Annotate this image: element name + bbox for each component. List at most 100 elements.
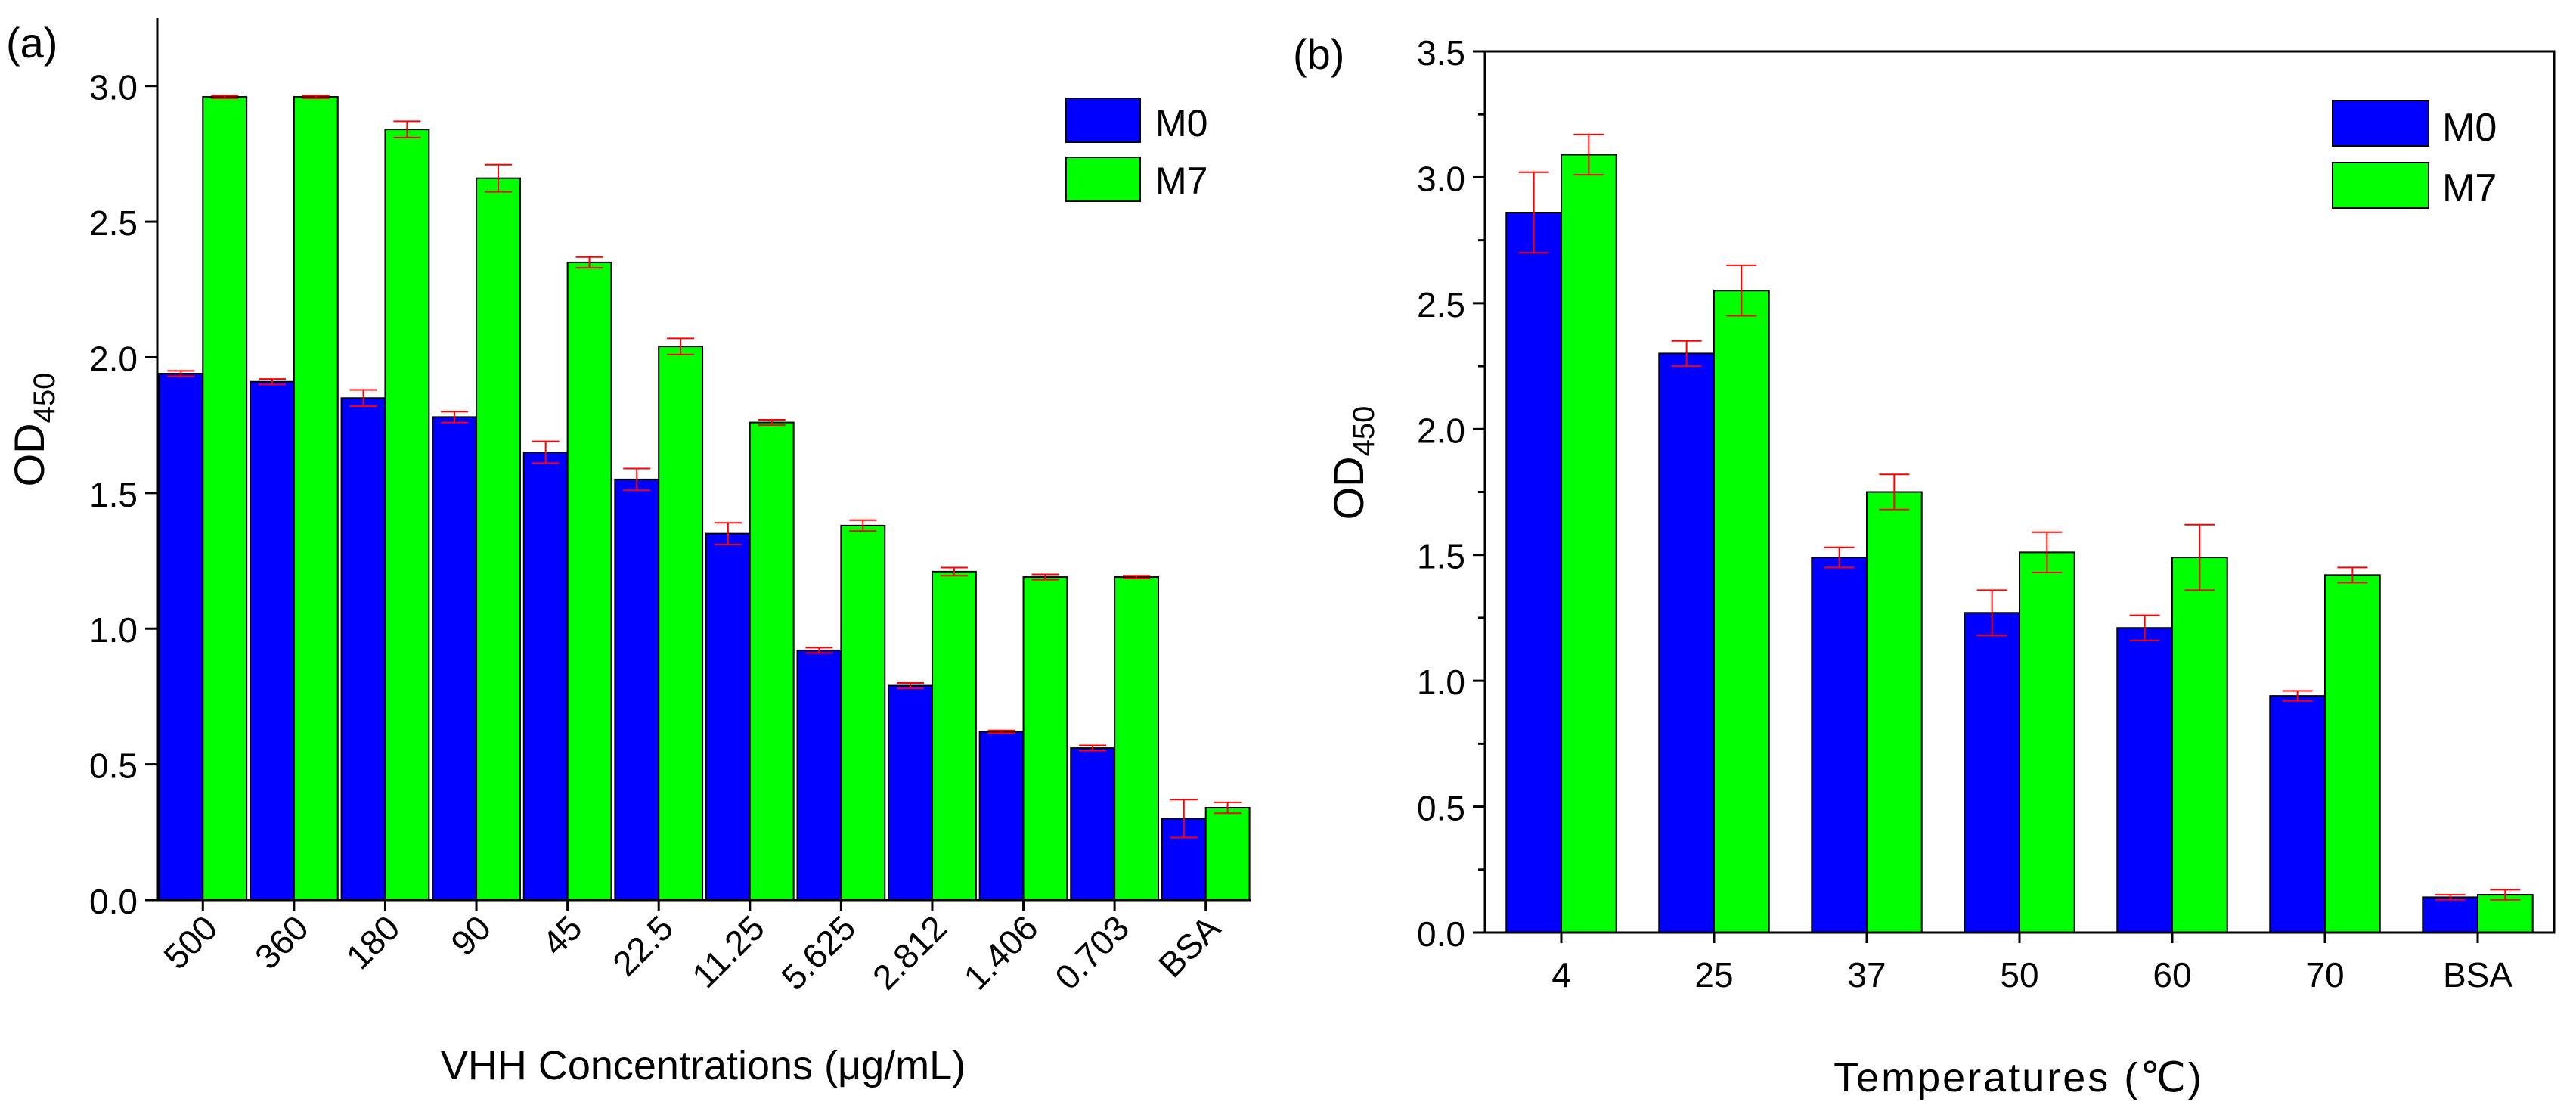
error-bar-m7-1 [302,95,330,99]
x-tick-label-7: 5.625 [773,908,863,997]
panel-a-legend: M0 M7 [1065,98,1207,202]
panel-b-legend-swatch-m7 [2332,162,2429,209]
error-bar-m0-0 [1518,171,1549,254]
error-bar-m0-5 [2282,690,2313,702]
y-tick-label-6: 3.0 [1417,159,1465,198]
panel-a-y-label-main: OD [5,423,53,486]
bar-m7-5 [2324,574,2381,933]
panel-a-legend-label-m0: M0 [1155,102,1207,144]
error-bar-m0-6 [2435,894,2466,901]
y-tick-label-0: 0.0 [1417,914,1465,954]
bar-m7-0 [202,96,248,901]
panel-b-legend-label-m7: M7 [2442,166,2497,210]
bar-m0-3 [432,416,478,901]
error-bar-m7-4 [2184,523,2215,591]
panel-b-legend-label-m0: M0 [2442,106,2497,150]
y-tick-label-3: 1.5 [89,475,138,514]
error-bar-m0-8 [897,681,925,690]
error-bar-m7-6 [2490,889,2521,901]
bar-m7-1 [293,96,339,901]
bar-m0-2 [1811,557,1868,933]
y-tick-label-5: 2.5 [89,203,138,243]
bar-m7-11 [1204,807,1251,901]
y-tick-label-0: 0.0 [89,882,138,921]
error-bar-m0-4 [2129,614,2160,641]
error-bar-m7-7 [849,519,877,532]
panel-b-y-label-sub: 450 [1347,406,1381,457]
x-tick-label-3: 50 [2000,955,2038,995]
x-tick-label-2: 37 [1847,955,1886,995]
x-tick-label-3: 90 [443,908,498,963]
error-bar-m0-9 [987,729,1015,734]
panel-b-x-axis-label: Temperatures (℃) [1834,1055,2204,1100]
panel-a-y-axis-label: OD450 [5,373,61,487]
bar-m7-8 [931,570,977,901]
panel-b-legend-swatch-m0 [2332,100,2429,147]
panel-b: (b) OD450 Temperatures (℃) M0 M7 4 25 37 50… [1293,30,2556,1100]
bar-m7-2 [384,129,430,901]
error-bar-m0-0 [167,370,195,377]
bar-m7-0 [1561,154,1617,933]
panel-a-legend-swatch-m7 [1065,157,1141,202]
bar-m7-7 [840,524,886,901]
bar-m7-1 [1713,290,1770,933]
y-tick-label-1: 0.5 [89,746,138,786]
error-bar-m7-9 [1031,573,1059,581]
panel-b-label: (b) [1293,30,1344,78]
bar-m0-1 [1658,352,1716,933]
x-tick-label-0: 4 [1551,955,1571,995]
bar-m0-1 [249,380,295,901]
error-bar-m7-2 [393,120,421,138]
error-bar-m7-3 [484,163,512,193]
error-bar-m0-3 [441,411,469,424]
error-bar-m7-6 [758,418,786,427]
bar-m0-0 [158,372,204,902]
panel-b-y-axis-label: OD450 [1325,406,1381,520]
error-bar-m0-1 [258,378,286,386]
bar-m0-0 [1505,212,1563,933]
bar-m0-4 [522,452,569,901]
y-tick-label-3: 1.5 [1417,537,1465,576]
x-tick-label-4: 45 [535,908,590,963]
error-bar-m7-5 [2337,566,2368,584]
error-bar-m7-1 [1726,264,1757,317]
error-bar-m7-0 [1573,133,1604,176]
bar-m0-8 [888,684,933,902]
error-bar-m0-3 [1976,589,2007,637]
error-bar-m7-2 [1879,473,1910,511]
x-tick-label-0: 500 [156,908,225,976]
bar-m0-5 [614,478,660,901]
bar-m7-9 [1022,576,1068,902]
panel-b-legend: M0 M7 [2332,100,2497,210]
error-bar-m0-2 [1824,546,1855,569]
x-tick-label-10: 0.703 [1047,908,1136,997]
y-tick-label-4: 2.0 [1417,411,1465,450]
error-bar-m0-4 [532,440,560,464]
error-bar-m7-10 [1123,575,1151,579]
panel-b-y-label-main: OD [1325,456,1372,520]
bar-m0-3 [1964,612,2021,933]
panel-a-label: (a) [6,19,57,67]
error-bar-m0-1 [1671,340,1702,368]
svg-text:OD450: OD450 [1325,406,1381,520]
error-bar-m0-7 [805,647,833,654]
bar-m0-6 [705,532,751,902]
bar-m7-3 [476,177,521,902]
error-bar-m7-0 [211,95,239,99]
bar-m0-4 [2116,627,2174,933]
svg-text:OD450: OD450 [5,373,61,487]
x-tick-label-9: 1.406 [956,908,1045,997]
error-bar-m7-3 [2032,531,2063,574]
y-tick-label-5: 2.5 [1417,285,1465,324]
x-tick-label-11: BSA [1151,908,1228,985]
error-bar-m0-5 [623,467,651,492]
error-bar-m7-8 [940,566,968,577]
x-tick-label-2: 180 [338,908,407,976]
bar-m7-4 [566,261,612,901]
bar-m7-2 [1866,491,1923,933]
y-tick-label-7: 3.5 [1417,33,1465,73]
y-tick-label-4: 2.0 [89,339,138,378]
x-tick-label-5: 70 [2305,955,2344,995]
bar-m7-5 [658,346,704,901]
error-bar-m0-2 [349,389,377,408]
